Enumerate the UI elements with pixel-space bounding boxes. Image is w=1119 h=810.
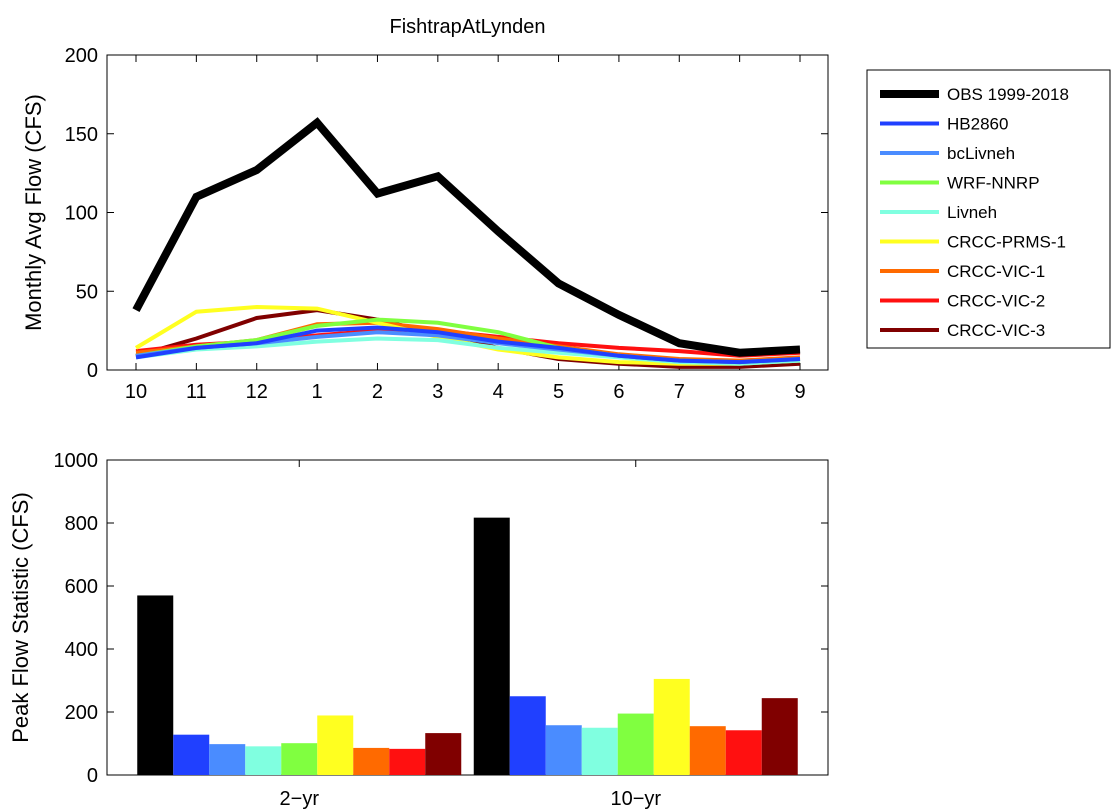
y-tick-label: 100 [65,203,98,225]
x-tick-label: 3 [432,381,443,403]
y-tick-label: 1000 [54,450,99,472]
bar-crcc-prms-1 [653,678,690,775]
bar-crcc-prms-1 [317,715,354,775]
bar-crcc-vic-1 [353,747,390,775]
bar-hb2860 [509,696,546,775]
x-tick-label: 8 [734,381,745,403]
x-tick-label: 6 [613,381,624,403]
bar-crcc-vic-3 [761,698,798,775]
legend-label: OBS 1999-2018 [947,85,1069,104]
legend-label: bcLivneh [947,144,1015,163]
y-tick-label: 50 [76,281,98,303]
y-axis-label: Monthly Avg Flow (CFS) [21,94,46,331]
bar-hb2860 [173,734,210,775]
plot-frame-top [106,54,829,371]
chart-title: FishtrapAtLynden [389,16,545,38]
x-tick-label: 2 [372,381,383,403]
bar-livneh [245,746,282,775]
bar-crcc-vic-2 [725,730,762,775]
x-tick-label: 4 [493,381,504,403]
y-axis-label: Peak Flow Statistic (CFS) [8,492,33,743]
bar-wrf-nnrp [281,743,318,775]
bar-crcc-vic-3 [425,733,462,775]
legend-label: CRCC-VIC-2 [947,292,1045,311]
x-tick-label: 11 [186,381,207,403]
x-tick-label: 10−yr [610,788,661,810]
legend-label: CRCC-PRMS-1 [947,233,1066,252]
y-tick-label: 200 [65,45,98,67]
y-tick-label: 400 [65,639,98,661]
legend-label: CRCC-VIC-1 [947,262,1045,281]
y-tick-label: 0 [87,360,98,382]
y-tick-label: 0 [87,765,98,787]
legend-label: Livneh [947,203,997,222]
x-tick-label: 1 [312,381,323,403]
x-tick-label: 12 [246,381,268,403]
bar-obs-1999-2018 [137,595,174,775]
bar-wrf-nnrp [617,713,654,775]
x-tick-label: 2−yr [280,788,320,810]
bar-livneh [581,727,618,775]
bar-obs-1999-2018 [473,517,510,775]
y-tick-label: 600 [65,576,98,598]
bar-crcc-vic-2 [389,748,426,775]
y-tick-label: 150 [65,124,98,146]
x-tick-label: 9 [794,381,805,403]
legend: OBS 1999-2018 HB2860 bcLivneh WRF-NNRP Livne… [866,69,1111,349]
bar-crcc-vic-1 [689,726,726,775]
y-tick-label: 200 [65,702,98,724]
legend-label: CRCC-VIC-3 [947,321,1045,340]
x-tick-label: 10 [125,381,147,403]
bar-chart: 0 200 400 600 800 1000 2−yr 10−yr Peak Flow Stat… [8,450,829,810]
series-line-hb2860 [135,325,801,365]
legend-label: HB2860 [947,115,1008,134]
y-tick-label: 800 [65,513,98,535]
series-line-obs-1999-2018 [132,117,801,357]
x-tick-label: 7 [674,381,685,403]
x-tick-label: 5 [553,381,564,403]
bar-bclivneh [209,744,246,775]
legend-label: WRF-NNRP [947,174,1040,193]
plot-frame-bottom [106,459,829,776]
bar-bclivneh [545,725,582,775]
